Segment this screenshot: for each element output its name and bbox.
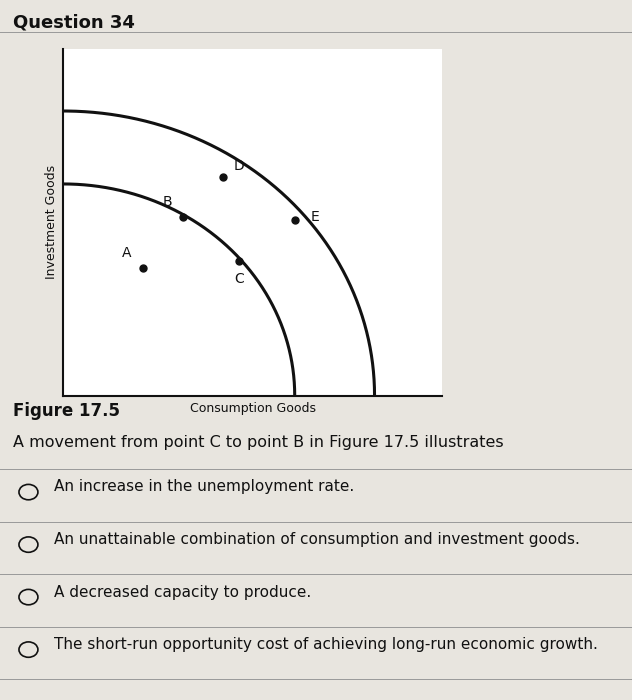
Text: B: B bbox=[162, 195, 172, 209]
Text: The short-run opportunity cost of achieving long-run economic growth.: The short-run opportunity cost of achiev… bbox=[54, 637, 598, 652]
Text: A decreased capacity to produce.: A decreased capacity to produce. bbox=[54, 584, 311, 599]
Text: An increase in the unemployment rate.: An increase in the unemployment rate. bbox=[54, 480, 354, 494]
Y-axis label: Investment Goods: Investment Goods bbox=[45, 165, 58, 279]
Text: D: D bbox=[233, 159, 244, 173]
Text: Figure 17.5: Figure 17.5 bbox=[13, 402, 119, 421]
Text: C: C bbox=[234, 272, 244, 286]
Text: Question 34: Question 34 bbox=[13, 14, 135, 32]
Text: A: A bbox=[123, 246, 132, 260]
X-axis label: Consumption Goods: Consumption Goods bbox=[190, 402, 316, 415]
Text: An unattainable combination of consumption and investment goods.: An unattainable combination of consumpti… bbox=[54, 532, 580, 547]
Text: E: E bbox=[310, 210, 319, 224]
Text: A movement from point C to point B in Figure 17.5 illustrates: A movement from point C to point B in Fi… bbox=[13, 435, 503, 450]
